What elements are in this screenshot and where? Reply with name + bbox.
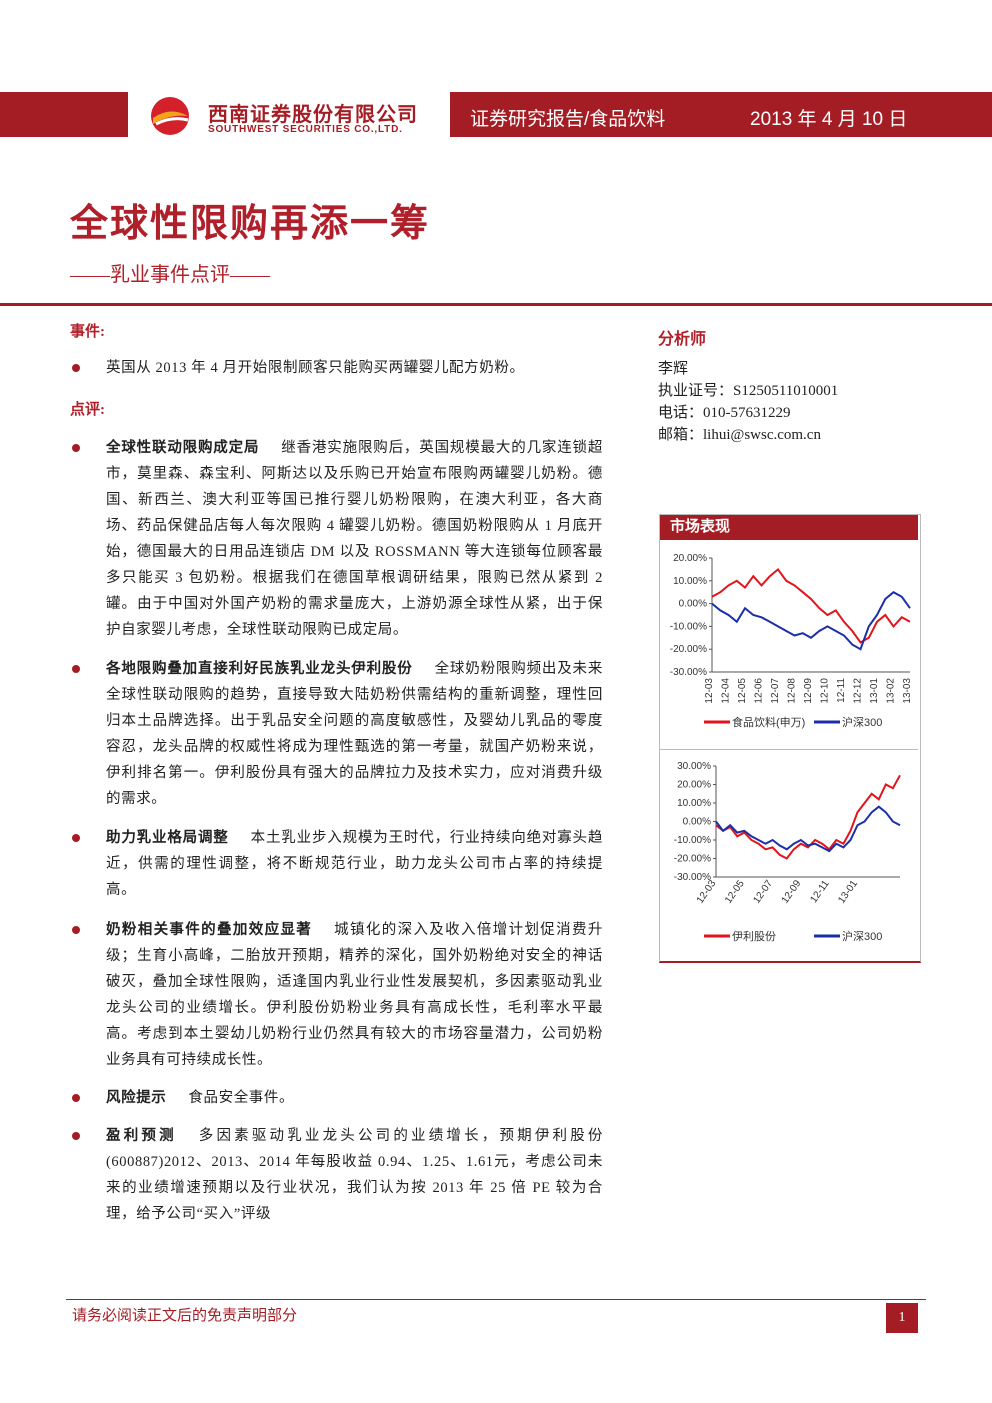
chart: 20.00%10.00%0.00%-10.00%-20.00%-30.00%12…: [670, 553, 913, 729]
x-tick-label: 12-03: [704, 678, 715, 704]
market-box: [659, 514, 921, 963]
series-line: [715, 774, 901, 860]
item-lead: 奶粉相关事件的叠加效应显著: [106, 922, 313, 938]
x-tick-label: 12-09: [780, 878, 804, 906]
x-tick-label: 12-05: [737, 678, 748, 704]
item-lead: 风险提示: [106, 1090, 167, 1106]
y-tick-label: 30.00%: [677, 761, 711, 772]
legend-label: 伊利股份: [732, 930, 776, 943]
comment-item: 奶粉相关事件的叠加效应显著 城镇化的深入及收入倍增计划促消费升级；生育小高峰，二胎…: [106, 917, 603, 1073]
y-tick-label: 20.00%: [673, 553, 707, 564]
y-tick-label: 10.00%: [677, 798, 711, 809]
y-tick-label: -30.00%: [674, 872, 711, 883]
x-tick-label: 12-11: [808, 878, 832, 905]
series-line: [715, 805, 901, 853]
x-tick-label: 12-07: [770, 678, 781, 704]
item-text: 食品安全事件。: [188, 1090, 295, 1106]
item-text: 本土乳业步入规模为王时代，行业持续向绝对寡头趋近，供需的理性调整，将不断规范行业…: [106, 830, 603, 898]
bullet: [72, 926, 80, 934]
divider: [0, 303, 992, 306]
y-tick-label: 0.00%: [679, 599, 707, 610]
market-heading: 市场表现: [660, 515, 918, 540]
item-text: 城镇化的深入及收入倍增计划促消费升级；生育小高峰，二胎放开预期，精养的深化，国外…: [106, 922, 603, 1068]
x-tick-label: 12-06: [754, 678, 765, 704]
analyst-license: 执业证号：S1250511010001: [658, 383, 839, 399]
x-tick-label: 13-02: [886, 678, 897, 704]
y-tick-label: 10.00%: [673, 576, 707, 587]
bullet: [72, 444, 80, 452]
analyst-phone: 电话：010-57631229: [658, 405, 791, 421]
analyst-email: 邮箱：lihui@swsc.com.cn: [658, 427, 821, 443]
y-tick-label: 20.00%: [677, 780, 711, 791]
item-lead: 各地限购叠加直接利好民族乳业龙头伊利股份: [106, 661, 413, 677]
x-tick-label: 13-01: [836, 878, 860, 906]
y-tick-label: 0.00%: [683, 817, 711, 828]
event-text: 英国从 2013 年 4 月开始限制顾客只能购买两罐婴儿配方奶粉。: [106, 360, 525, 376]
item-lead: 全球性联动限购成定局: [106, 440, 260, 456]
bullet: [72, 834, 80, 842]
report-category: 证券研究报告/食品饮料: [470, 109, 666, 130]
comment-item: 各地限购叠加直接利好民族乳业龙头伊利股份 全球奶粉限购频出及未来全球性联动限购的趋…: [106, 656, 603, 812]
item-lead: 助力乳业格局调整: [106, 830, 229, 846]
company-cn: 西南证券股份有限公司: [208, 104, 418, 126]
footer-disclaimer: 请务必阅读正文后的免责声明部分: [72, 1308, 298, 1324]
bullet: [72, 1094, 80, 1102]
x-tick-label: 12-11: [836, 678, 847, 703]
analyst-heading: 分析师: [658, 331, 707, 348]
item-text: 继香港实施限购后，英国规模最大的几家连锁超市，莫里森、森宝利、阿斯达以及乐购已开…: [106, 440, 603, 638]
chart: 30.00% 20.00% 10.00% 0.00% -10.00% -20.00% -30…: [674, 761, 901, 943]
x-tick-label: 12-04: [721, 678, 732, 704]
x-tick-label: 12-09: [803, 678, 814, 704]
x-tick-label: 13-03: [902, 678, 913, 704]
legend-label: 沪深300: [842, 715, 882, 729]
x-tick-label: 12-10: [820, 678, 831, 704]
series-line: [711, 590, 911, 651]
y-tick-label: -20.00%: [670, 644, 707, 655]
section-heading: 事件:: [70, 324, 105, 340]
bullet: [72, 364, 80, 372]
x-tick-label: 12-07: [751, 878, 775, 906]
x-tick-label: 12-12: [853, 678, 864, 704]
x-tick-label: 13-01: [869, 678, 880, 704]
company-en: SOUTHWEST SECURITIES CO.,LTD.: [208, 124, 403, 135]
logo: [151, 97, 189, 135]
page-number: 1: [886, 1303, 918, 1333]
comment-item: 盈利预测 多因素驱动乳业龙头公司的业绩增长，预期伊利股份(600887)2012、…: [106, 1123, 603, 1227]
y-tick-label: -10.00%: [674, 835, 711, 846]
subtitle: ——乳业事件点评——: [70, 264, 270, 286]
bullet: [72, 665, 80, 673]
analyst-name: 李辉: [658, 361, 689, 377]
item-lead: 盈利预测: [106, 1128, 177, 1144]
title: 全球性限购再添一筹: [70, 203, 431, 245]
bullet: [72, 1132, 80, 1140]
chart-separator: [660, 749, 918, 750]
footer-line: [66, 1299, 926, 1300]
header-band: [450, 92, 992, 137]
legend-label: 食品饮料(申万): [732, 715, 805, 729]
y-tick-label: -10.00%: [670, 621, 707, 632]
series-line: [711, 567, 911, 644]
header-band: [0, 92, 128, 137]
y-tick-label: -20.00%: [674, 854, 711, 865]
item-text: 全球奶粉限购频出及未来全球性联动限购的趋势，直接导致大陆奶粉供需结构的重新调整，…: [106, 661, 603, 807]
comment-item: 助力乳业格局调整 本土乳业步入规模为王时代，行业持续向绝对寡头趋近，供需的理性调整…: [106, 825, 603, 903]
legend-label: 沪深300: [842, 929, 882, 943]
report-date: 2013 年 4 月 10 日: [750, 109, 908, 130]
x-tick-label: 12-05: [723, 878, 747, 906]
y-tick-label: -30.00%: [670, 667, 707, 678]
item-text: 多因素驱动乳业龙头公司的业绩增长，预期伊利股份(600887)2012、2013…: [106, 1128, 603, 1222]
comment-item: 风险提示 食品安全事件。: [106, 1085, 603, 1111]
x-tick-label: 12-08: [787, 678, 798, 704]
section-heading: 点评:: [70, 402, 105, 418]
comment-item: 全球性联动限购成定局 继香港实施限购后，英国规模最大的几家连锁超市，莫里森、森宝利…: [106, 435, 603, 643]
